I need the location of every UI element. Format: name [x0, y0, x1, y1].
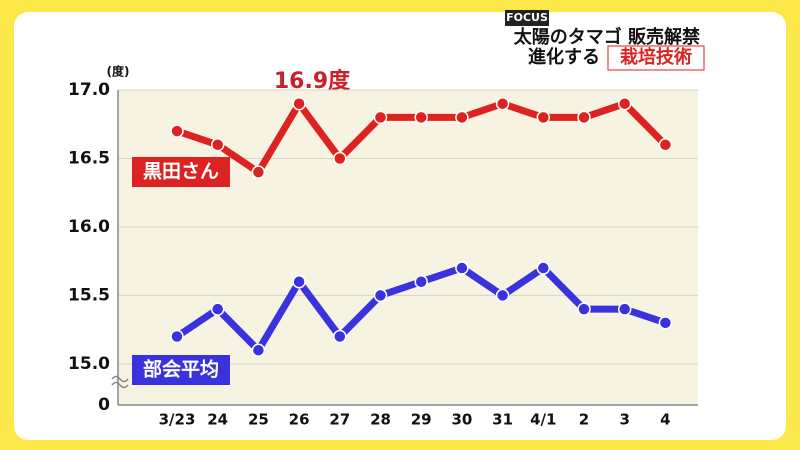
legend-label: 黒田さん [143, 161, 219, 183]
x-tick-label: 4 [660, 411, 670, 429]
data-point [495, 96, 510, 111]
data-point [210, 302, 225, 316]
data-point [495, 288, 510, 303]
header-tag [607, 45, 705, 71]
data-point [414, 110, 428, 125]
axis-break [111, 375, 129, 389]
y-tick-label: 16.0 [68, 217, 110, 237]
x-tick-label: 4/1 [530, 411, 556, 429]
data-point [617, 96, 632, 111]
data-point [373, 288, 388, 303]
logo: FOCUS [506, 11, 548, 24]
y-tick-label: 15.0 [68, 354, 110, 374]
data-point [617, 302, 632, 316]
data-point [373, 110, 388, 125]
x-tick-label: 24 [207, 411, 228, 429]
data-point [658, 316, 673, 330]
header-tag-text: 栽培技術 [620, 46, 692, 68]
y-tick-label: 17.0 [68, 80, 110, 100]
x-tick-label: 25 [248, 411, 269, 429]
legend-label: 部会平均 [143, 358, 219, 381]
data-point [251, 343, 266, 357]
data-point [414, 274, 428, 289]
legend-box [132, 355, 230, 385]
x-tick-label: 29 [411, 411, 432, 429]
data-point [333, 151, 347, 166]
data-point [333, 329, 347, 344]
x-tick-label: 28 [370, 411, 391, 429]
x-tick-label: 26 [289, 411, 310, 429]
x-tick-label: 2 [579, 411, 589, 429]
logo-box [505, 10, 549, 26]
y-tick-label: 16.5 [68, 148, 110, 168]
x-tick-label: 30 [451, 411, 472, 429]
x-tick-label: 31 [492, 411, 513, 429]
data-point [455, 110, 469, 125]
data-point [577, 302, 591, 316]
data-point [536, 110, 551, 125]
y-unit: (度) [107, 64, 130, 79]
data-point [658, 138, 673, 152]
data-point [251, 165, 266, 179]
data-point [292, 274, 306, 289]
x-tick-label: 27 [329, 411, 350, 429]
data-point [170, 124, 184, 138]
x-tick-label: 3 [619, 411, 629, 429]
y-tick-label: 0 [98, 395, 110, 415]
data-point [170, 329, 184, 344]
y-tick-label: 15.5 [68, 285, 110, 305]
header-title: 太陽のタマゴ 販売解禁 [514, 26, 700, 48]
legend-box [132, 157, 230, 187]
data-point [292, 96, 306, 111]
data-point [536, 261, 551, 275]
data-point [577, 110, 591, 125]
header-subtitle: 進化する [528, 46, 600, 68]
data-point [455, 261, 469, 275]
x-tick-label: 3/23 [159, 411, 196, 429]
data-point [210, 138, 225, 152]
